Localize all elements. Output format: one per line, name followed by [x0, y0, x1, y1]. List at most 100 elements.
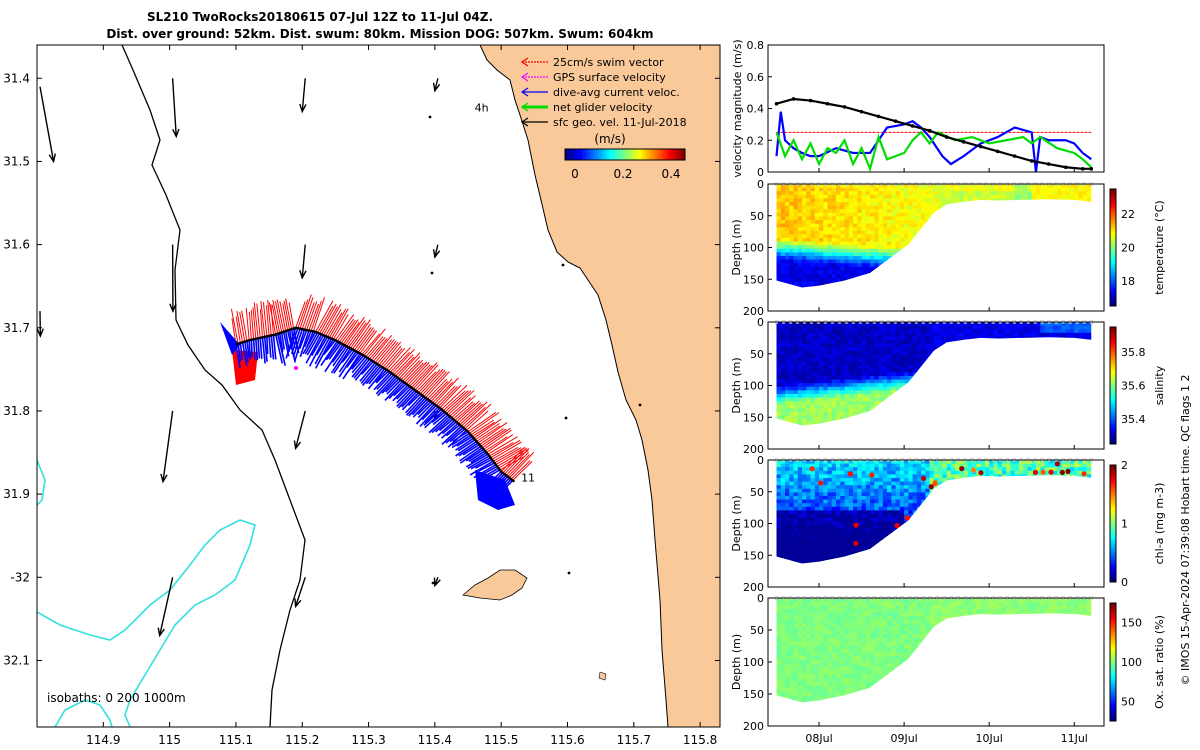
swim-vector — [490, 439, 521, 459]
dive-avg-vector — [266, 336, 269, 355]
section-cell — [891, 336, 897, 341]
section-cell — [870, 234, 875, 239]
section-cell — [806, 187, 812, 192]
swim-vector — [239, 311, 246, 342]
section-cell — [840, 368, 846, 373]
section-cell — [780, 209, 786, 214]
speed-colorbar-cell — [625, 149, 628, 160]
section-cell — [819, 357, 824, 363]
swim-vector — [250, 309, 255, 340]
dive-avg-vector — [417, 402, 434, 419]
section-cell — [819, 255, 824, 261]
swim-vector — [283, 300, 291, 330]
section-cell — [789, 332, 795, 337]
section-cell — [823, 245, 829, 250]
section-cell — [780, 248, 786, 253]
section-cell — [819, 361, 824, 366]
section-cell — [819, 216, 824, 221]
section-cell — [874, 361, 880, 366]
section-cell — [840, 339, 846, 345]
velocity-series-point — [893, 119, 898, 123]
section-cell — [1035, 332, 1041, 337]
section-cell — [878, 248, 884, 253]
section-cell — [921, 322, 926, 327]
section-cell — [827, 401, 833, 406]
section-cell — [882, 212, 888, 217]
speed-colorbar-cell — [649, 149, 652, 160]
section-cell — [916, 209, 922, 214]
section-cell — [789, 408, 795, 413]
section-cell — [891, 343, 897, 348]
section-cell — [836, 270, 841, 275]
section-cell — [929, 329, 935, 334]
section-cell — [993, 322, 999, 327]
section-cell — [819, 270, 824, 275]
section-cell — [912, 227, 918, 232]
section-cell — [831, 393, 837, 399]
section-cell — [878, 230, 884, 235]
section-cell — [1023, 329, 1029, 334]
swim-vector — [230, 308, 239, 344]
section-cell — [810, 325, 816, 330]
speed-colorbar-cell — [631, 149, 634, 160]
map-y-tick-label: -32 — [10, 570, 30, 584]
section-cell — [874, 205, 880, 210]
dive-avg-vector — [384, 380, 404, 401]
section-cell — [904, 375, 909, 381]
section-cell — [1069, 325, 1075, 330]
speed-colorbar-cell — [595, 149, 598, 160]
section-cell — [793, 223, 799, 228]
section-cell — [836, 393, 841, 399]
section-cell — [831, 365, 837, 370]
section-cell — [861, 187, 867, 192]
section-cell — [802, 248, 807, 253]
dive-avg-vector — [324, 339, 337, 354]
section-colorbar-cell — [1110, 233, 1116, 237]
section-cell — [780, 354, 786, 359]
section-cell — [823, 223, 829, 228]
section-cell — [819, 263, 824, 268]
section-cell — [819, 234, 824, 239]
section-cell — [827, 347, 833, 352]
section-cell — [827, 205, 833, 210]
section-cell — [912, 184, 918, 189]
section-cell — [827, 259, 833, 264]
section-cell — [797, 390, 803, 395]
section-cell — [993, 325, 999, 330]
section-cell — [899, 354, 905, 359]
section-cell — [861, 325, 867, 330]
section-cell — [929, 332, 935, 337]
section-cell — [848, 336, 854, 341]
swim-vector — [372, 339, 393, 362]
section-cell — [823, 390, 829, 395]
section-cell — [840, 187, 846, 192]
velocity-series-line — [775, 130, 1092, 173]
section-cell — [827, 383, 833, 388]
section-cell — [916, 354, 922, 359]
section-cell — [776, 263, 782, 268]
section-cell — [819, 223, 824, 228]
section-cell — [776, 379, 782, 384]
section-cell — [797, 281, 803, 286]
section-cell — [814, 397, 820, 402]
section-cell — [853, 187, 858, 192]
section-cell — [1057, 329, 1063, 334]
section-cell — [882, 332, 888, 337]
section-cell — [819, 383, 824, 388]
section-cell — [840, 201, 846, 207]
section-cell — [806, 234, 812, 239]
section-cell — [899, 343, 905, 348]
section-cell — [980, 187, 986, 192]
section-cell — [857, 223, 863, 228]
section-cell — [793, 198, 799, 203]
section-y-tick-label: 0 — [757, 178, 764, 191]
section-cell — [1044, 187, 1050, 192]
section-cell — [797, 266, 803, 271]
section-cell — [933, 325, 939, 330]
section-cell — [823, 329, 829, 334]
section-cell — [819, 266, 824, 271]
section-cell — [780, 404, 786, 409]
section-cell — [874, 401, 880, 406]
section-cell — [891, 227, 897, 232]
